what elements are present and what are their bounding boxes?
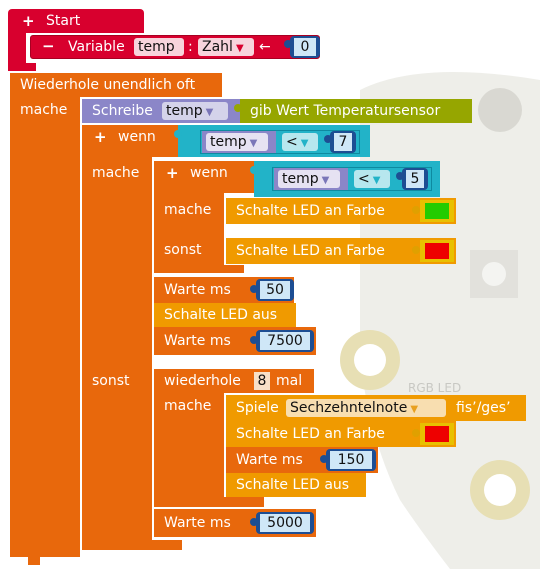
repeat-do-label: mache xyxy=(164,398,212,414)
wait-value-input[interactable]: 5000 xyxy=(260,514,310,532)
start-label: Start xyxy=(46,13,81,29)
forever-block[interactable] xyxy=(10,73,222,97)
compare-variable-dropdown[interactable]: temp ▼ xyxy=(278,170,340,188)
if-do-label: mache xyxy=(92,165,140,181)
repeat-block[interactable] xyxy=(154,369,314,393)
input-connector xyxy=(250,336,258,344)
led-off-label: Schalte LED aus xyxy=(236,477,350,493)
forever-end-notch xyxy=(28,557,40,565)
minus-icon[interactable]: − xyxy=(42,37,55,55)
compare-operator-dropdown[interactable]: < ▼ xyxy=(354,170,390,188)
write-label: Schreibe xyxy=(92,103,153,119)
input-connector xyxy=(412,429,420,437)
variable-colon: : xyxy=(188,39,193,55)
led-on-label: Schalte LED an Farbe xyxy=(236,426,385,442)
dropdown-arrow-icon: ▼ xyxy=(321,175,330,186)
forever-body xyxy=(10,97,80,557)
dropdown-arrow-icon: ▼ xyxy=(205,107,214,118)
if-block[interactable] xyxy=(82,125,178,157)
input-connector xyxy=(284,40,292,48)
led-on-label: Schalte LED an Farbe xyxy=(236,203,385,219)
variable-label: Variable xyxy=(68,39,125,55)
input-connector xyxy=(412,246,420,254)
forever-do-label: mache xyxy=(20,102,68,118)
variable-type-dropdown[interactable]: Zahl ▼ xyxy=(198,38,254,56)
dropdown-arrow-icon: ▼ xyxy=(300,138,309,149)
red-color-swatch[interactable] xyxy=(425,243,449,259)
plus-icon[interactable]: + xyxy=(166,164,179,182)
input-connector xyxy=(234,104,242,112)
sensor-block[interactable] xyxy=(240,99,472,123)
start-block-foot xyxy=(8,63,36,71)
repeat-end xyxy=(154,497,264,507)
if-nested-body xyxy=(154,193,224,273)
input-connector xyxy=(320,455,328,463)
repeat-suffix: mal xyxy=(276,373,303,389)
write-variable-dropdown[interactable]: temp ▼ xyxy=(162,102,228,120)
dropdown-arrow-icon: ▼ xyxy=(249,138,258,149)
play-label: Spiele xyxy=(236,400,279,416)
if-body-left xyxy=(82,157,152,550)
input-connector xyxy=(396,172,404,180)
compare-variable-dropdown[interactable]: temp ▼ xyxy=(206,133,268,151)
led-off-block[interactable] xyxy=(226,473,366,497)
led-on-label: Schalte LED an Farbe xyxy=(236,243,385,259)
input-connector xyxy=(250,285,258,293)
input-connector xyxy=(324,135,332,143)
repeat-count-input[interactable]: 8 xyxy=(254,372,270,390)
note-length-dropdown[interactable]: Sechzehntelnote ▼ xyxy=(286,399,446,417)
if-end xyxy=(82,540,182,550)
wait-value-input[interactable]: 150 xyxy=(330,451,372,469)
if-nested-label: wenn xyxy=(190,165,228,181)
variable-name-field[interactable]: temp xyxy=(134,38,184,56)
if-nested-do-label: mache xyxy=(164,202,212,218)
wait-value-input[interactable]: 7500 xyxy=(260,332,310,350)
repeat-body xyxy=(154,393,224,497)
if-else-label: sonst xyxy=(92,373,130,389)
if-label: wenn xyxy=(118,129,156,145)
plus-icon[interactable]: + xyxy=(22,12,35,30)
wait-label: Warte ms xyxy=(164,515,231,531)
input-connector xyxy=(174,130,182,138)
compare-operator-dropdown[interactable]: < ▼ xyxy=(282,133,318,151)
compare-value-input[interactable]: 7 xyxy=(334,133,352,151)
wait-value-input[interactable]: 50 xyxy=(260,281,290,299)
if-block-nested[interactable] xyxy=(154,161,254,193)
input-connector xyxy=(250,518,258,526)
input-connector xyxy=(412,206,420,214)
repeat-label: wiederhole xyxy=(164,373,241,389)
note-pitch-label: fis’/ges’ xyxy=(456,400,511,416)
variable-value-input[interactable]: 0 xyxy=(294,38,316,56)
green-color-swatch[interactable] xyxy=(425,203,449,219)
led-off-block[interactable] xyxy=(154,303,296,327)
input-connector xyxy=(250,166,258,174)
compare-value-input[interactable]: 5 xyxy=(406,170,424,188)
wait-label: Warte ms xyxy=(236,452,303,468)
start-block[interactable] xyxy=(8,9,144,33)
plus-icon[interactable]: + xyxy=(94,128,107,146)
sensor-label: gib Wert Temperatursensor xyxy=(250,103,441,119)
wait-label: Warte ms xyxy=(164,333,231,349)
rgb-led-label: RGB LED xyxy=(408,381,461,395)
dropdown-arrow-icon: ▼ xyxy=(372,175,381,186)
dropdown-arrow-icon: ▼ xyxy=(235,43,244,54)
if-nested-else-label: sonst xyxy=(164,242,202,258)
wait-label: Warte ms xyxy=(164,282,231,298)
if-nested-end xyxy=(154,265,244,273)
assign-arrow: ← xyxy=(259,39,271,55)
dropdown-arrow-icon: ▼ xyxy=(410,404,419,415)
start-block-body xyxy=(8,33,26,63)
red-color-swatch[interactable] xyxy=(425,426,449,442)
led-off-label: Schalte LED aus xyxy=(164,307,278,323)
forever-label: Wiederhole unendlich oft xyxy=(20,77,196,93)
